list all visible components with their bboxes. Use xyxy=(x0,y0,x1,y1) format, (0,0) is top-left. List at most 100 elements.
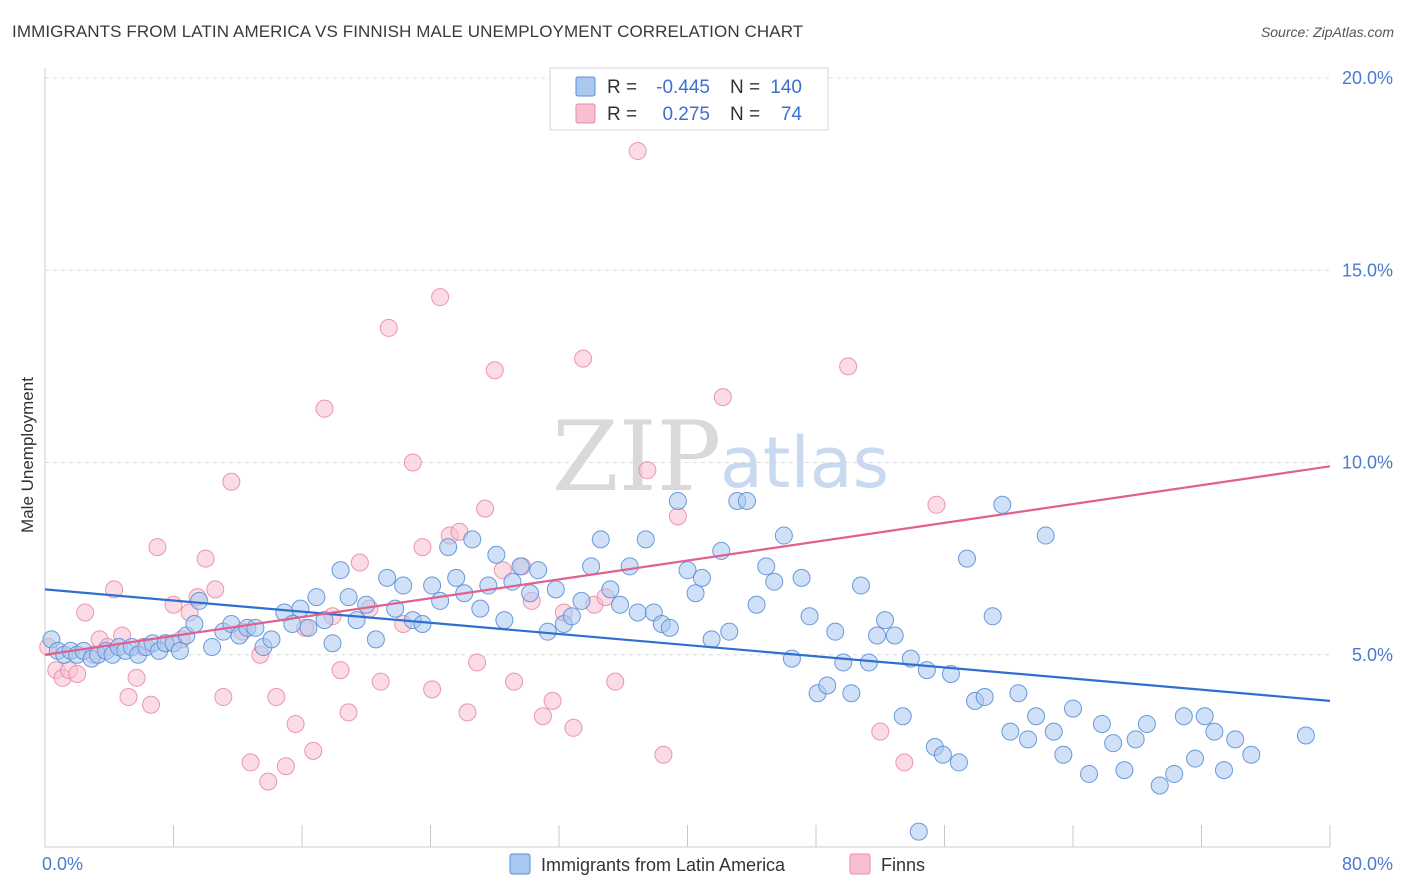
series-swatch-blue xyxy=(509,853,531,875)
legend-n-value: 140 xyxy=(770,77,802,98)
finns-point xyxy=(638,461,657,480)
finns-point xyxy=(431,288,450,307)
latin-america-point xyxy=(975,688,994,707)
finns-point xyxy=(403,453,422,472)
latin-america-point xyxy=(834,653,853,672)
finns-point xyxy=(485,361,504,380)
latin-america-point xyxy=(439,538,458,557)
finns-point xyxy=(214,688,233,707)
correlation-legend: R = -0.445 N = 140 R = 0.275 N = 74 xyxy=(549,67,829,131)
finns-point xyxy=(654,745,673,764)
finns-point xyxy=(927,495,946,514)
legend-n-value: 74 xyxy=(781,104,803,125)
latin-america-point xyxy=(601,580,620,599)
finns-point xyxy=(196,549,215,568)
finns-point xyxy=(839,357,858,376)
latin-america-point xyxy=(636,530,655,549)
latin-america-point xyxy=(901,649,920,668)
latin-america-point xyxy=(529,561,548,580)
latin-america-point xyxy=(1165,764,1184,783)
latin-america-point xyxy=(471,599,490,618)
latin-america-point xyxy=(591,530,610,549)
axes xyxy=(44,68,1331,848)
watermark-atlas: atlas xyxy=(720,422,889,504)
latin-america-point xyxy=(1001,722,1020,741)
source-credit: Source: ZipAtlas.com xyxy=(1260,24,1394,40)
latin-america-point xyxy=(1009,684,1028,703)
latin-america-point xyxy=(826,622,845,641)
latin-america-point xyxy=(170,641,189,660)
finns-point xyxy=(564,718,583,737)
finns-point xyxy=(871,722,890,741)
finns-point xyxy=(286,714,305,733)
finns-point xyxy=(468,653,487,672)
latin-america-point xyxy=(941,664,960,683)
y-tick-label: 10.0% xyxy=(1342,453,1393,473)
watermark-zip: ZIP xyxy=(552,401,721,513)
latin-america-point xyxy=(765,572,784,591)
latin-america-point xyxy=(818,676,837,695)
finns-point xyxy=(713,388,732,407)
latin-america-point xyxy=(737,491,756,510)
finns-point xyxy=(68,664,87,683)
latin-america-point xyxy=(246,618,265,637)
latin-america-point xyxy=(893,707,912,726)
latin-america-point xyxy=(876,611,895,630)
series-legend: Immigrants from Latin America Finns xyxy=(509,853,925,875)
legend-r-label: R = xyxy=(607,77,637,98)
latin-america-point xyxy=(774,526,793,545)
finns-point xyxy=(259,772,278,791)
latin-america-point xyxy=(1205,722,1224,741)
latin-america-point xyxy=(447,568,466,587)
latin-america-point xyxy=(660,618,679,637)
watermark: ZIP atlas xyxy=(552,401,889,513)
finns-point xyxy=(222,472,241,491)
y-tick-label: 5.0% xyxy=(1352,645,1393,665)
x-tick-label: 80.0% xyxy=(1342,854,1393,874)
latin-america-point xyxy=(885,626,904,645)
latin-america-point xyxy=(1092,714,1111,733)
latin-america-point xyxy=(917,661,936,680)
legend-r-label: R = xyxy=(607,104,637,125)
y-tick-label: 15.0% xyxy=(1342,260,1393,280)
finns-point xyxy=(142,695,161,714)
legend-swatch-pink xyxy=(575,103,596,124)
latin-america-point xyxy=(1174,707,1193,726)
latin-america-point xyxy=(203,638,222,657)
finns-point xyxy=(371,672,390,691)
latin-america-point xyxy=(792,568,811,587)
latin-america-point xyxy=(463,530,482,549)
series-label-finns: Finns xyxy=(881,855,925,875)
latin-america-point xyxy=(562,607,581,626)
finns-point xyxy=(164,595,183,614)
finns-point xyxy=(379,318,398,337)
finns-point xyxy=(423,680,442,699)
latin-america-point xyxy=(1019,730,1038,749)
latin-america-point xyxy=(692,568,711,587)
latin-america-point xyxy=(993,495,1012,514)
finns-point xyxy=(668,507,687,526)
legend-r-value: 0.275 xyxy=(662,104,710,125)
latin-america-point xyxy=(1195,707,1214,726)
series-label-latin-america: Immigrants from Latin America xyxy=(541,855,786,875)
series-swatch-pink xyxy=(849,853,871,875)
latin-america-point xyxy=(957,549,976,568)
latin-america-point xyxy=(668,491,687,510)
finns-point xyxy=(458,703,477,722)
finns-point xyxy=(493,561,512,580)
latin-america-point xyxy=(262,630,281,649)
latin-america-point xyxy=(1186,749,1205,768)
latin-america-point xyxy=(620,557,639,576)
trend-lines xyxy=(44,465,1331,702)
finns-point xyxy=(276,757,295,776)
latin-america-point xyxy=(1126,730,1145,749)
latin-america-point xyxy=(1054,745,1073,764)
finns-point xyxy=(119,688,138,707)
y-tick-labels: 5.0% 10.0% 15.0% 20.0% xyxy=(1342,68,1393,665)
finns-point xyxy=(206,580,225,599)
latin-america-point xyxy=(720,622,739,641)
latin-america-point xyxy=(572,591,591,610)
latin-america-point xyxy=(323,634,342,653)
latin-america-point xyxy=(1226,730,1245,749)
